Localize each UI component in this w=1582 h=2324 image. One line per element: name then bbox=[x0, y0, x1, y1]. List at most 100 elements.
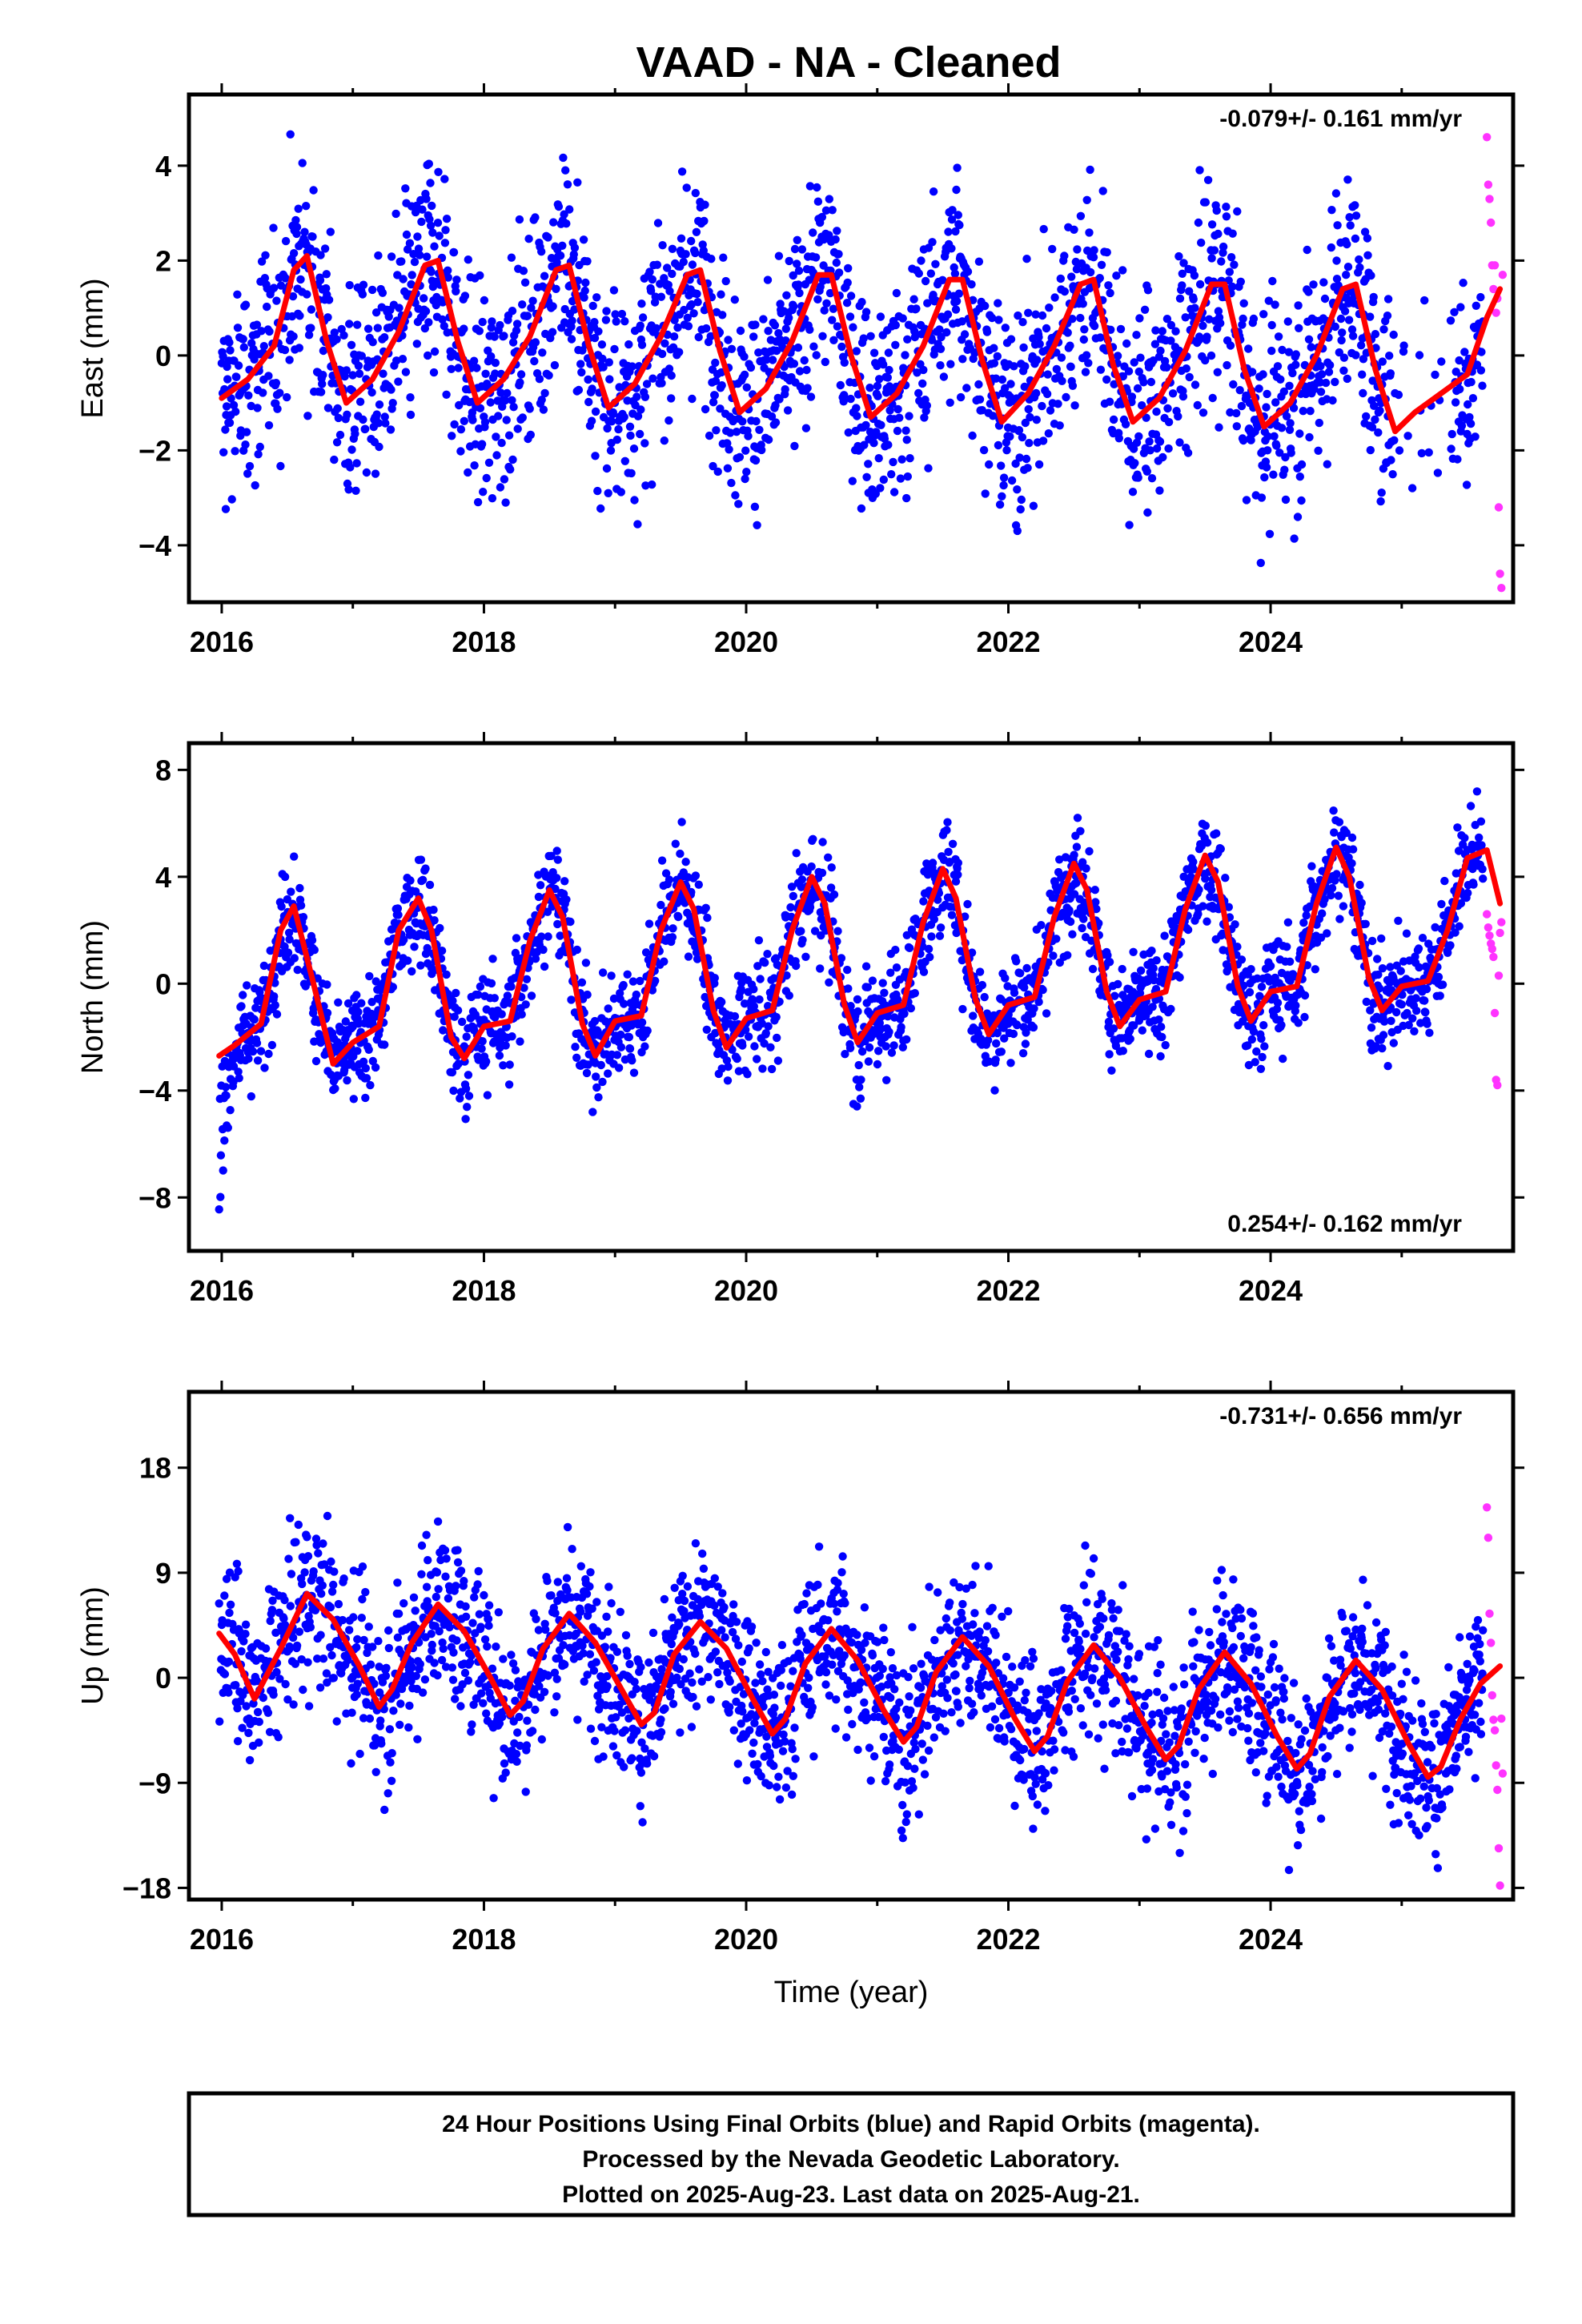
x-tick-label: 2022 bbox=[976, 625, 1040, 658]
final-orbit-point bbox=[454, 1059, 463, 1068]
final-orbit-point bbox=[353, 1634, 362, 1644]
final-orbit-point bbox=[239, 1637, 248, 1646]
final-orbit-point bbox=[853, 995, 862, 1004]
final-orbit-point bbox=[1158, 327, 1167, 336]
final-orbit-point bbox=[353, 1679, 362, 1688]
final-orbit-point bbox=[661, 339, 669, 348]
final-orbit-point bbox=[359, 415, 367, 424]
final-orbit-point bbox=[271, 379, 281, 388]
final-orbit-point bbox=[537, 932, 546, 941]
final-orbit-point bbox=[376, 1716, 385, 1725]
final-orbit-point bbox=[322, 1669, 331, 1678]
final-orbit-point bbox=[343, 999, 353, 1008]
final-orbit-point bbox=[1407, 484, 1417, 493]
final-orbit-point bbox=[737, 979, 746, 987]
final-orbit-point bbox=[307, 324, 315, 332]
final-orbit-point bbox=[1140, 305, 1150, 314]
final-orbit-point bbox=[375, 442, 383, 452]
final-orbit-point bbox=[265, 1727, 275, 1736]
final-orbit-point bbox=[1088, 964, 1098, 974]
final-orbit-points bbox=[215, 787, 1488, 1214]
final-orbit-point bbox=[607, 971, 616, 980]
final-orbit-point bbox=[1252, 1047, 1261, 1056]
final-orbit-point bbox=[608, 408, 617, 417]
final-orbit-point bbox=[1003, 982, 1012, 991]
final-orbit-point bbox=[590, 333, 600, 343]
final-orbit-point bbox=[359, 1057, 368, 1067]
final-orbit-point bbox=[1259, 370, 1267, 379]
final-orbit-point bbox=[499, 1061, 508, 1070]
final-orbit-point bbox=[826, 883, 836, 892]
final-orbit-point bbox=[614, 1063, 624, 1072]
final-orbit-point bbox=[992, 1039, 1001, 1048]
final-orbit-point bbox=[1151, 326, 1160, 335]
final-orbit-point bbox=[841, 1050, 849, 1059]
final-orbit-point bbox=[1055, 421, 1064, 430]
final-orbit-point bbox=[1129, 947, 1138, 957]
x-tick-label: 2020 bbox=[714, 1274, 778, 1307]
final-orbit-point bbox=[444, 266, 452, 275]
final-orbit-point bbox=[1001, 384, 1010, 392]
final-orbit-point bbox=[767, 412, 777, 421]
final-orbit-point bbox=[304, 1702, 314, 1711]
final-orbit-point bbox=[597, 340, 607, 349]
final-orbit-point bbox=[844, 428, 853, 437]
final-orbit-point bbox=[224, 1657, 234, 1667]
final-orbit-point bbox=[358, 1562, 367, 1571]
final-orbit-point bbox=[472, 364, 481, 372]
final-orbit-point bbox=[1010, 362, 1018, 371]
final-orbit-point bbox=[1063, 328, 1072, 337]
final-orbit-point bbox=[520, 983, 528, 992]
final-orbit-point bbox=[722, 1056, 732, 1065]
final-orbit-point bbox=[1316, 362, 1325, 371]
final-orbit-point bbox=[1431, 370, 1439, 380]
final-orbit-point bbox=[1423, 1019, 1431, 1028]
y-tick-label: −2 bbox=[139, 434, 171, 467]
final-orbit-point bbox=[1052, 364, 1062, 374]
final-orbit-point bbox=[1386, 369, 1395, 378]
final-orbit-point bbox=[751, 456, 761, 465]
final-orbit-point bbox=[418, 875, 428, 885]
final-orbit-point bbox=[414, 244, 424, 253]
final-orbit-point bbox=[1022, 255, 1031, 263]
final-orbit-point bbox=[385, 1725, 395, 1734]
final-orbit-point bbox=[1178, 269, 1187, 278]
final-orbit-point bbox=[331, 1084, 339, 1093]
x-tick-label: 2022 bbox=[976, 1274, 1040, 1307]
final-orbit-point bbox=[1434, 972, 1443, 982]
final-orbit-point bbox=[507, 982, 516, 991]
final-orbit-point bbox=[594, 327, 603, 336]
final-orbit-point bbox=[241, 1630, 250, 1638]
final-orbit-point bbox=[247, 1092, 255, 1101]
final-orbit-point bbox=[394, 1609, 404, 1618]
final-orbit-point bbox=[322, 270, 331, 279]
final-orbit-point bbox=[775, 395, 784, 404]
final-orbit-point bbox=[1029, 1023, 1038, 1032]
final-orbit-point bbox=[901, 426, 910, 435]
final-orbit-point bbox=[1138, 401, 1146, 410]
final-orbit-point bbox=[560, 877, 569, 886]
final-orbit-point bbox=[1327, 891, 1335, 900]
x-tick-label: 2024 bbox=[1239, 625, 1303, 658]
final-orbit-point bbox=[388, 983, 397, 991]
final-orbit-point bbox=[319, 1655, 328, 1663]
final-orbit-point bbox=[1460, 348, 1469, 356]
final-orbit-point bbox=[364, 1622, 373, 1631]
final-orbit-point bbox=[310, 1037, 319, 1046]
final-orbit-point bbox=[997, 1047, 1006, 1056]
final-orbit-point bbox=[270, 992, 279, 1001]
final-orbit-point bbox=[1320, 895, 1329, 904]
y-axis-label: East (mm) bbox=[76, 278, 110, 418]
final-orbit-point bbox=[269, 223, 278, 232]
final-orbit-point bbox=[323, 1678, 331, 1687]
final-orbit-point bbox=[1285, 381, 1294, 390]
final-orbit-point bbox=[869, 348, 879, 357]
final-orbit-point bbox=[259, 342, 268, 351]
final-orbit-point bbox=[637, 300, 646, 308]
final-orbit-point bbox=[523, 312, 532, 320]
final-orbit-point bbox=[1195, 332, 1204, 341]
final-orbit-point bbox=[762, 356, 771, 364]
final-orbit-point bbox=[719, 253, 728, 262]
final-orbit-point bbox=[849, 323, 857, 332]
final-orbit-point bbox=[1109, 415, 1118, 424]
